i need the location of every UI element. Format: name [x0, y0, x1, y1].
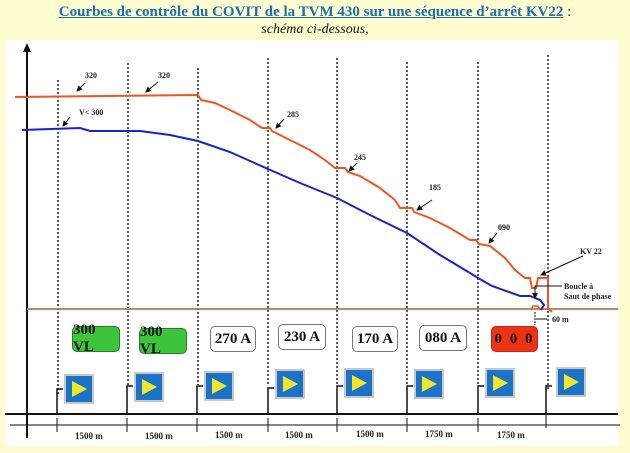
label-320a: 320 — [85, 71, 97, 80]
label-kv22: KV 22 — [580, 247, 602, 256]
block-boundaries — [57, 55, 549, 395]
triangle-icon — [352, 375, 367, 391]
cab-signal-box: 230 A — [278, 324, 326, 350]
label-185: 185 — [429, 183, 441, 192]
sign-post — [126, 385, 133, 414]
sign-post — [477, 385, 484, 414]
cab-signal-box: 170 A — [352, 326, 398, 352]
block-marker-sign-icon — [344, 368, 374, 398]
title-colon: : — [563, 4, 572, 20]
cab-signal-box: 0 0 0 — [491, 326, 538, 352]
diagram-panel — [5, 40, 619, 446]
label-285: 285 — [287, 110, 299, 119]
arrow-090 — [488, 232, 498, 244]
arrow-v300 — [62, 116, 71, 127]
arrow-kv22 — [540, 255, 584, 276]
cab-signal-box: 300 VL — [139, 324, 187, 357]
arrow-185 — [416, 199, 433, 211]
sign-post — [56, 388, 63, 414]
kv22-marker — [530, 305, 541, 311]
cab-signal-box: 270 A — [210, 326, 256, 352]
triangle-icon — [212, 378, 227, 394]
sign-post — [545, 385, 552, 414]
arrow-320b — [145, 81, 159, 93]
triangle-icon — [283, 376, 298, 392]
triangle-icon — [564, 374, 579, 390]
block-marker-sign-icon — [556, 367, 586, 397]
distance-label: 1750 m — [425, 429, 453, 439]
label-boucle-2: Saut de phase — [564, 292, 612, 301]
page-title: Courbes de contrôle du COVIT de la TVM 4… — [0, 4, 630, 21]
label-v300: V< 300 — [79, 108, 103, 117]
block-marker-sign-icon — [134, 372, 164, 402]
arrow-285 — [275, 118, 285, 129]
triangle-icon — [493, 375, 508, 391]
label-60m: 60 m — [552, 315, 569, 324]
label-boucle-1: Boucle à — [564, 282, 593, 291]
sign-post — [406, 385, 413, 414]
distance-label: 1500 m — [356, 429, 384, 439]
arrow-245 — [348, 162, 358, 172]
page-subtitle: schéma ci-dessous, — [261, 22, 369, 37]
speed-curve — [21, 126, 546, 311]
distance-label: 1500 m — [145, 431, 173, 441]
label-245: 245 — [354, 153, 366, 162]
axis-arrow-icon — [23, 43, 31, 52]
sign-post — [336, 385, 343, 414]
arrow-320a — [76, 82, 86, 92]
control-curve — [14, 93, 553, 313]
sign-post — [267, 387, 274, 414]
distance-label: 1500 m — [215, 430, 243, 440]
title-text: Courbes de contrôle du COVIT de la TVM 4… — [58, 4, 564, 20]
block-marker-sign-icon — [275, 369, 305, 399]
triangle-icon — [422, 376, 437, 392]
block-marker-sign-icon — [204, 371, 234, 401]
distance-label: 1500 m — [75, 431, 103, 441]
cab-signal-box: 300 VL — [72, 322, 120, 355]
sign-post — [196, 385, 203, 414]
distance-label: 1500 m — [285, 430, 313, 440]
arrow-boucle — [532, 285, 562, 299]
cab-signal-box: 080 A — [419, 325, 467, 351]
block-marker-sign-icon — [414, 369, 444, 399]
distance-label: 1750 m — [497, 430, 525, 440]
block-marker-sign-icon — [64, 374, 94, 404]
label-320b: 320 — [158, 71, 170, 80]
triangle-icon — [72, 381, 87, 397]
triangle-icon — [142, 379, 157, 395]
block-marker-sign-icon — [485, 368, 515, 398]
label-090: 090 — [498, 223, 510, 232]
